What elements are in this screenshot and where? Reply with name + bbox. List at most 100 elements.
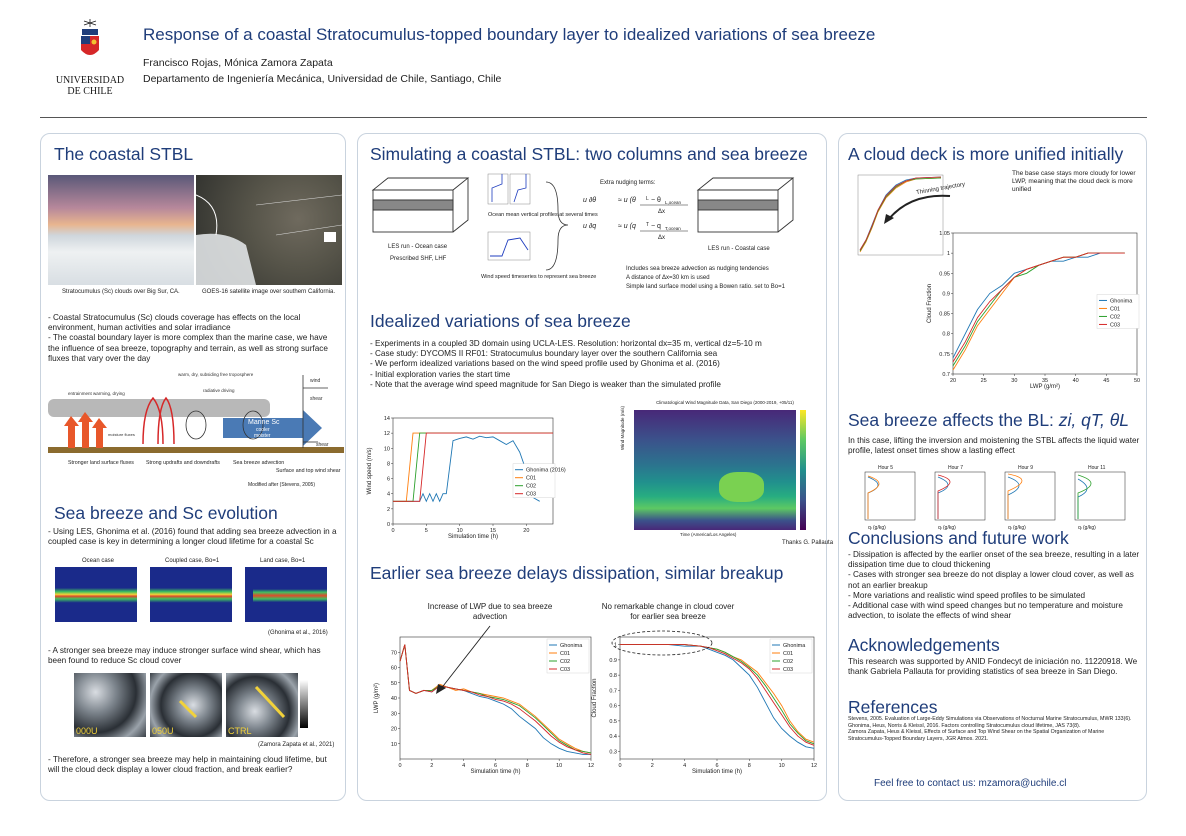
authors: Francisco Rojas, Mónica Zamora Zapata	[143, 57, 333, 69]
x-tick-label: 45	[1103, 378, 1109, 384]
series-line	[952, 252, 1125, 363]
list-item: - Initial exploration varies the start t…	[370, 369, 511, 379]
section-title-simulating: Simulating a coastal STBL: two columns a…	[370, 144, 808, 164]
y-tick-label: 10	[391, 742, 397, 748]
case-label-coupled: Coupled case, Bo=1	[165, 558, 220, 564]
x-tick-label: 0	[391, 528, 394, 534]
x-tick-label: 35	[1042, 378, 1048, 384]
y-tick-label: 0.3	[609, 749, 617, 755]
x-tick-label: 8	[748, 763, 751, 769]
schem-entrain: entrainment warming, drying	[68, 391, 125, 396]
reference-item: Stevens, 2005. Evaluation of Large-Eddy …	[848, 716, 1132, 722]
annotation-lwp: Increase of LWP due to sea breeze advect…	[427, 602, 553, 621]
coastal-stbl-text: - Coastal Stratocumulus (Sc) clouds cove…	[48, 313, 328, 363]
svg-text:T,ocean: T,ocean	[665, 226, 681, 231]
x-tick-label: 8	[526, 763, 529, 769]
schem-l4: Surface and top wind shear	[276, 468, 341, 474]
grayscale-colorbar	[300, 680, 308, 728]
section-title-idealized: Idealized variations of sea breeze	[370, 311, 631, 331]
x-tick-label: 0	[618, 763, 621, 769]
y-tick-label: 0.85	[939, 312, 950, 318]
section-title-earlier: Earlier sea breeze delays dissipation, s…	[370, 563, 784, 583]
annotation-cloud-cover: No remarkable change in cloud cover for …	[601, 602, 735, 621]
x-tick-label: 10	[556, 763, 562, 769]
y-tick-label: 1	[614, 643, 617, 649]
cloud-fraction-chart: 0 2 4 6 8 10 12 0.3 0.4 0.5 0.6 0.7 0.8 0.9 1 Simulatio…	[592, 636, 817, 775]
ack-text: This research was supported by ANID Fond…	[848, 657, 1138, 677]
bl-title-vars: zi, qT, θL	[1058, 410, 1129, 430]
ocean-profiles-label: Ocean mean vertical profiles at several …	[488, 212, 598, 218]
les-coastal-label: LES run - Coastal case	[708, 246, 770, 252]
x-tick-label: 6	[494, 763, 497, 769]
schem-radiative: radiative driving	[203, 388, 235, 393]
sea-breeze-sc-text: - Using LES, Ghonima et al. (2016) found…	[48, 527, 337, 547]
svg-text:Δx: Δx	[658, 235, 665, 241]
schem-wind: wind	[310, 378, 321, 384]
yellow-arrow-ctrl	[254, 685, 286, 719]
x-tick-label: 20	[950, 378, 956, 384]
les-ocean-label: LES run - Ocean case	[388, 244, 448, 250]
cite-zamora: (Zamora Zapata et al., 2021)	[258, 742, 335, 748]
les-image-ctrl: CTRL	[226, 673, 298, 737]
climatology-contour: Climatological Wind Magnitude Data, San …	[620, 400, 833, 550]
label-050u: 050U	[152, 726, 174, 736]
svg-text:L: L	[646, 196, 649, 202]
section-title-ack: Acknowledgements	[848, 635, 1000, 655]
y-tick-label: 0.75	[939, 352, 950, 358]
x-axis-label: LWP (g/m²)	[1030, 384, 1060, 390]
coastal-les-box	[696, 177, 795, 233]
label-000u: 000U	[76, 726, 98, 736]
y-tick-label: 50	[391, 681, 397, 687]
y-tick-label: 0.8	[942, 332, 950, 338]
profile-xlabel-1: qₗ (g/kg)	[868, 525, 886, 531]
prescribed-label: Prescribed SHF, LHF	[390, 256, 447, 262]
brace-icon	[545, 181, 569, 271]
setup-note-1: Includes sea breeze advection as nudging…	[626, 266, 769, 272]
x-tick-label: 50	[1134, 378, 1140, 384]
schem-l2: Strong updrafts and downdrafts	[146, 460, 220, 466]
hour-11-label: Hour 11	[1088, 465, 1106, 471]
ocean-profiles-icon	[487, 173, 531, 205]
y-tick-label: 0.8	[609, 673, 617, 679]
x-tick-label: 4	[462, 763, 465, 769]
bl-text: In this case, lifting the inversion and …	[848, 436, 1140, 456]
x-tick-label: 15	[490, 528, 496, 534]
series-line	[393, 432, 553, 502]
y-axis-label: Cloud Fraction	[592, 678, 598, 717]
idealized-list: - Experiments in a coupled 3D domain usi…	[370, 339, 822, 390]
x-tick-label: 2	[430, 763, 433, 769]
caption-goes16: GOES-16 satellite image over southern Ca…	[202, 289, 336, 295]
svg-text:L,ocean: L,ocean	[665, 200, 682, 205]
x-tick-label: 12	[588, 763, 594, 769]
contour-plot-area	[634, 410, 796, 530]
schem-shear-bottom: shear	[316, 442, 329, 448]
legend-label: C01	[1110, 306, 1120, 312]
legend-label: C03	[1110, 322, 1120, 328]
y-tick-label: 0.9	[942, 291, 950, 297]
hour-9-label: Hour 9	[1018, 465, 1033, 471]
y-tick-label: 2	[387, 507, 390, 513]
nudging-label: Extra nudging terms:	[600, 180, 656, 186]
y-tick-label: 0.95	[939, 271, 950, 277]
wind-ts-label: Wind speed timeseries to represent sea b…	[481, 274, 596, 280]
series-line	[399, 644, 592, 755]
series-line	[620, 644, 815, 746]
y-tick-label: 40	[391, 696, 397, 702]
legend-label: C01	[560, 651, 570, 657]
closing-question-text: - Therefore, a stronger sea breeze may h…	[48, 755, 327, 775]
y-tick-label: 60	[391, 666, 397, 672]
schem-moist: moisture fluxes	[108, 432, 135, 437]
x-tick-label: 10	[779, 763, 785, 769]
section-title-unified: A cloud deck is more unified initially	[848, 144, 1124, 164]
series-line	[393, 435, 540, 503]
schem-marine: Marine Sc	[248, 419, 280, 426]
legend-label: C03	[783, 667, 793, 673]
hour-7-label: Hour 7	[948, 465, 963, 471]
y-tick-label: 8	[387, 461, 390, 467]
schem-l1: Stronger land surface fluxes	[68, 460, 134, 466]
legend-label: C01	[526, 476, 536, 482]
wind-shear-text: - A stronger sea breeze may induce stron…	[48, 646, 321, 666]
case-label-ocean: Ocean case	[82, 558, 115, 564]
profile-xlabel-3: qₗ (g/kg)	[1008, 525, 1026, 531]
y-tick-label: 0.5	[609, 719, 617, 725]
